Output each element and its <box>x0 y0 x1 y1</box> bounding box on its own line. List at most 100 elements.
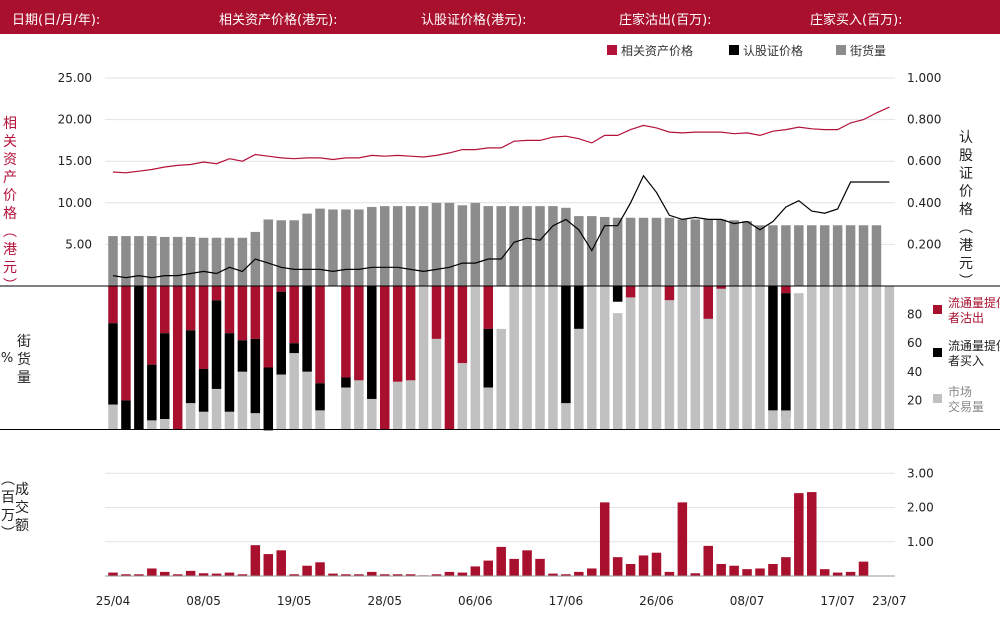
legend-label: 认股证价格 <box>743 43 803 58</box>
market-trade-bar <box>742 286 752 429</box>
turnover-bar <box>172 574 183 576</box>
provider-buy-bar <box>134 286 144 429</box>
axis-label-char: 股 <box>959 148 973 164</box>
turnover-bar <box>198 573 209 576</box>
market-trade-bar <box>638 286 649 429</box>
turnover-bar <box>185 570 196 576</box>
market-trade-bar <box>276 374 286 429</box>
provider-sell-bar <box>147 286 157 365</box>
provider-sell-bar <box>263 286 274 368</box>
market-trade-bar <box>664 300 675 429</box>
share-axis-title: 街货量 <box>17 334 31 386</box>
axis-label-char: 港 <box>959 238 973 254</box>
turnover-bar <box>354 574 364 576</box>
share-legend-swatch <box>933 305 942 314</box>
axis-label-char: 认 <box>959 130 973 146</box>
market-trade-bar <box>858 286 869 429</box>
share-legend-label: 流通量提供 <box>948 295 1000 310</box>
outstanding-bar <box>716 219 726 286</box>
outstanding-bar <box>237 237 248 286</box>
outstanding-bar <box>599 216 610 286</box>
axis-label-char: 资 <box>3 152 17 168</box>
market-trade-bar <box>690 286 701 429</box>
outstanding-bar <box>121 236 131 286</box>
turnover-bar <box>716 564 726 576</box>
outstanding-bar <box>470 202 481 286</box>
market-trade-bar <box>315 410 325 429</box>
provider-sell-bar <box>703 286 713 319</box>
market-trade-bar <box>457 363 468 429</box>
outstanding-bar <box>147 236 157 286</box>
outstanding-bar <box>742 221 752 286</box>
turnover-bar <box>535 558 545 576</box>
market-trade-bar <box>392 381 403 429</box>
right-tick-label: 0.600 <box>907 154 941 168</box>
market-trade-bar <box>496 328 506 429</box>
market-trade-bar <box>587 286 597 429</box>
axis-label-char: ︶ <box>1 526 15 542</box>
turnover-bar <box>807 492 817 576</box>
outstanding-bar <box>457 205 468 286</box>
turnover-bar <box>470 566 481 576</box>
outstanding-bar <box>431 202 442 286</box>
turnover-tick-label: 2.00 <box>907 501 934 515</box>
market-trade-bar <box>224 411 235 429</box>
market-trade-bar <box>548 286 558 429</box>
provider-buy-bar <box>341 377 351 388</box>
turnover-bar <box>599 502 610 576</box>
turnover-bar <box>367 571 377 576</box>
outstanding-bar <box>496 206 506 286</box>
market-trade-bar <box>599 286 610 429</box>
turnover-bar <box>134 574 144 576</box>
market-trade-bar <box>302 371 312 429</box>
outstanding-bar <box>315 208 325 286</box>
provider-sell-bar <box>781 286 791 294</box>
outstanding-bar <box>871 225 882 286</box>
x-tick-label: 28/05 <box>367 594 402 608</box>
provider-sell-bar <box>108 286 118 324</box>
market-trade-bar <box>160 418 170 429</box>
outstanding-bar <box>160 236 170 286</box>
provider-sell-bar <box>289 286 299 344</box>
market-trade-bar <box>677 286 688 429</box>
outstanding-bar <box>263 219 274 286</box>
outstanding-bar <box>341 209 351 286</box>
outstanding-bar <box>444 202 455 286</box>
turnover-bar <box>561 574 571 576</box>
axis-label-char: 价 <box>3 188 17 204</box>
share-legend-label: 流通量提供 <box>948 338 1000 353</box>
share-tick-label: 40 <box>907 365 922 379</box>
axis-label-char: 成 <box>15 482 29 498</box>
share-tick-label: 80 <box>907 308 922 322</box>
provider-sell-bar <box>250 286 261 339</box>
outstanding-bar <box>483 206 494 286</box>
provider-sell-bar <box>354 286 364 381</box>
provider-buy-bar <box>224 333 235 412</box>
axis-label-char: 货 <box>17 351 31 368</box>
axis-label-char: 量 <box>17 370 31 386</box>
outstanding-bar <box>677 219 688 286</box>
axis-label-char: 格 <box>959 202 973 218</box>
market-trade-bar <box>470 286 481 429</box>
header-bar: 日期(日/月/年): 相关资产价格(港元): 认股证价格(港元): 庄家沽出(百… <box>0 0 1000 34</box>
outstanding-bar <box>276 220 286 286</box>
outstanding-bar <box>845 225 856 286</box>
turnover-bar <box>755 568 765 576</box>
axis-label-char: 关 <box>3 134 17 150</box>
outstanding-bar <box>367 206 377 286</box>
outstanding-bar <box>574 216 584 286</box>
provider-buy-bar <box>561 286 571 404</box>
axis-label-char: 格 <box>3 206 17 222</box>
turnover-bar <box>574 571 584 576</box>
provider-sell-bar <box>625 286 636 298</box>
outstanding-bar <box>548 206 558 286</box>
x-tick-label: 19/05 <box>277 594 312 608</box>
x-tick-label: 08/05 <box>186 594 221 608</box>
turnover-bar <box>250 545 261 576</box>
market-trade-bar <box>612 313 623 429</box>
provider-sell-bar <box>431 286 442 339</box>
turnover-bar <box>858 561 869 576</box>
market-trade-bar <box>198 411 209 429</box>
outstanding-bar <box>354 209 364 286</box>
right-axis-title: 认股证价格 ︵ 港元 ︶ <box>959 130 973 290</box>
